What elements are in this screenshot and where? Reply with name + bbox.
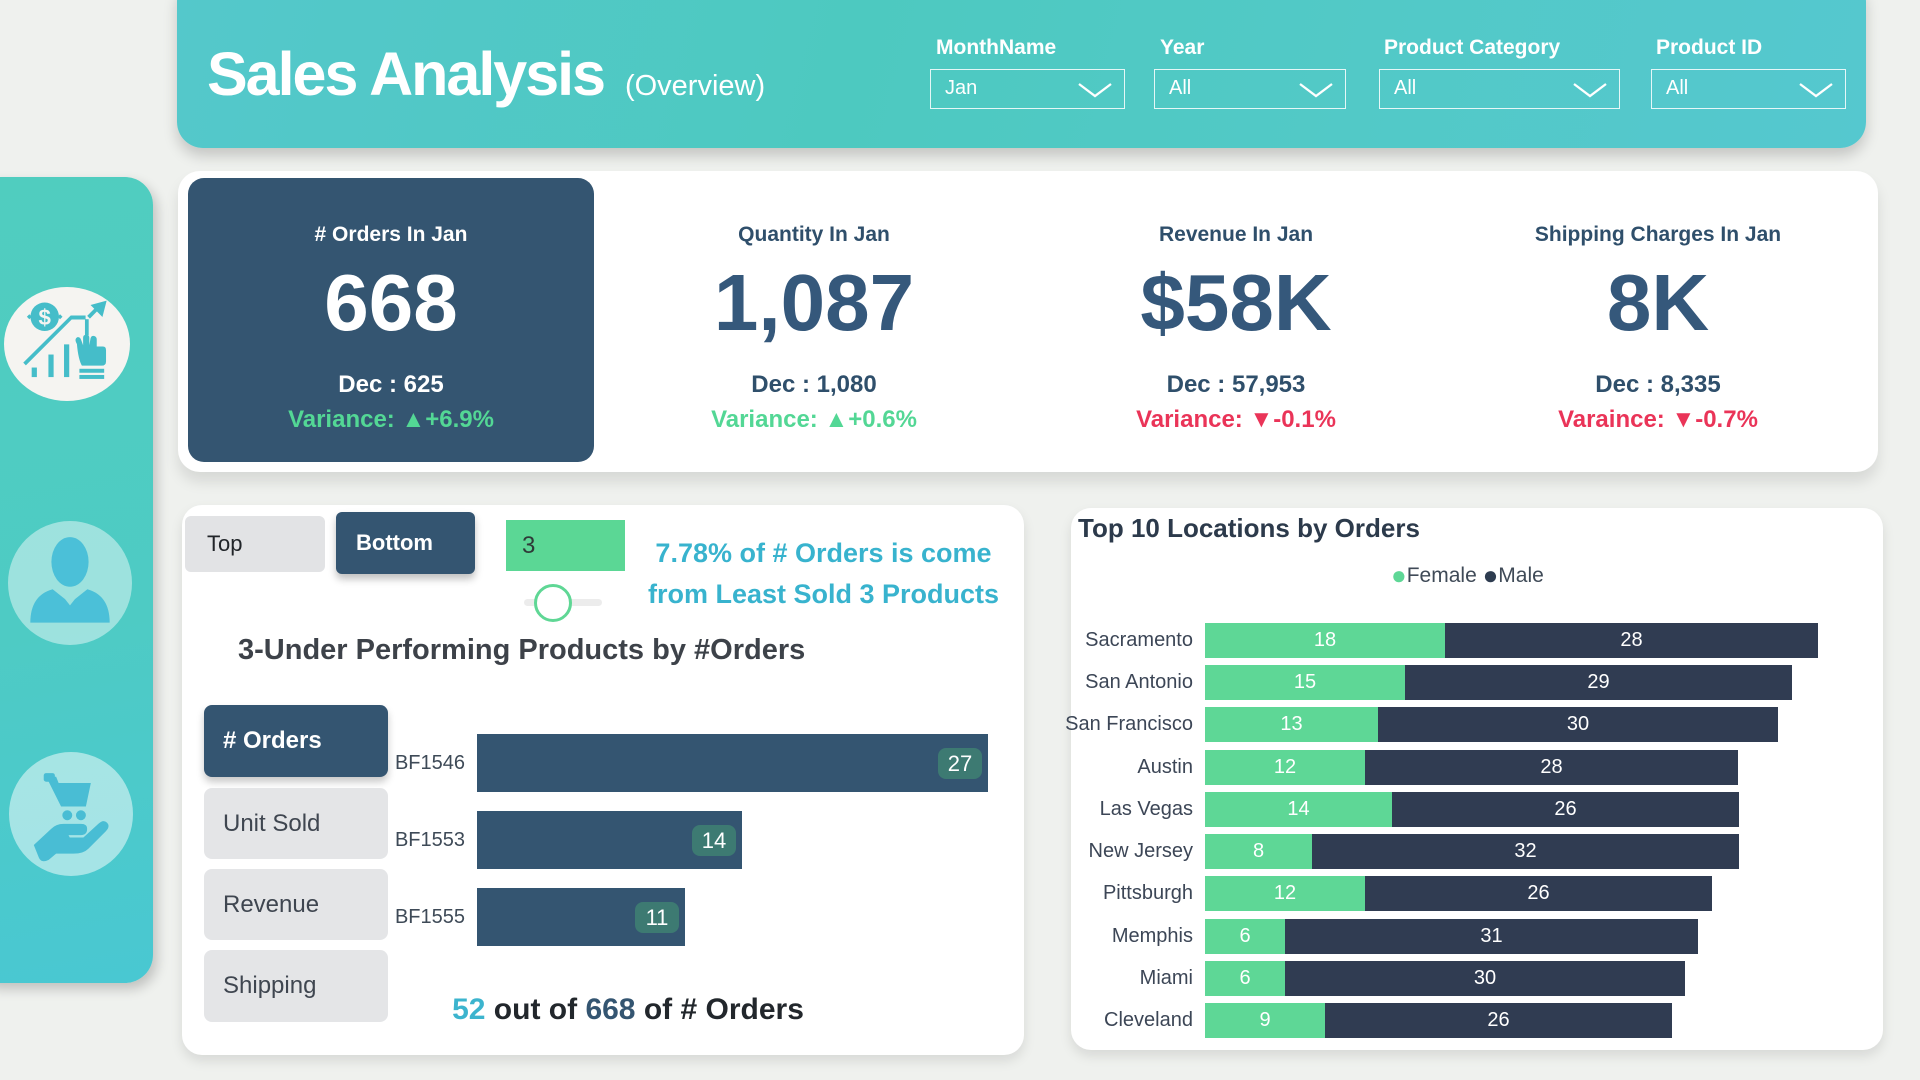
svg-text:$: $ [38, 305, 51, 330]
